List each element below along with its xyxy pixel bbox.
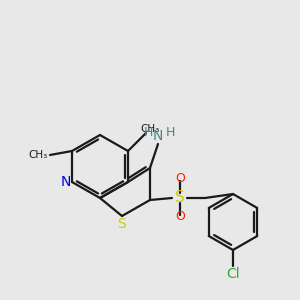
Text: Cl: Cl [226, 267, 240, 281]
Text: CH₃: CH₃ [140, 124, 160, 134]
Text: O: O [175, 172, 185, 185]
Text: O: O [175, 211, 185, 224]
Text: H: H [143, 125, 153, 139]
Text: S: S [118, 217, 126, 231]
Text: N: N [153, 129, 163, 143]
Text: CH₃: CH₃ [28, 150, 48, 160]
Text: H: H [165, 125, 175, 139]
Text: N: N [61, 175, 71, 189]
Text: S: S [175, 190, 185, 206]
